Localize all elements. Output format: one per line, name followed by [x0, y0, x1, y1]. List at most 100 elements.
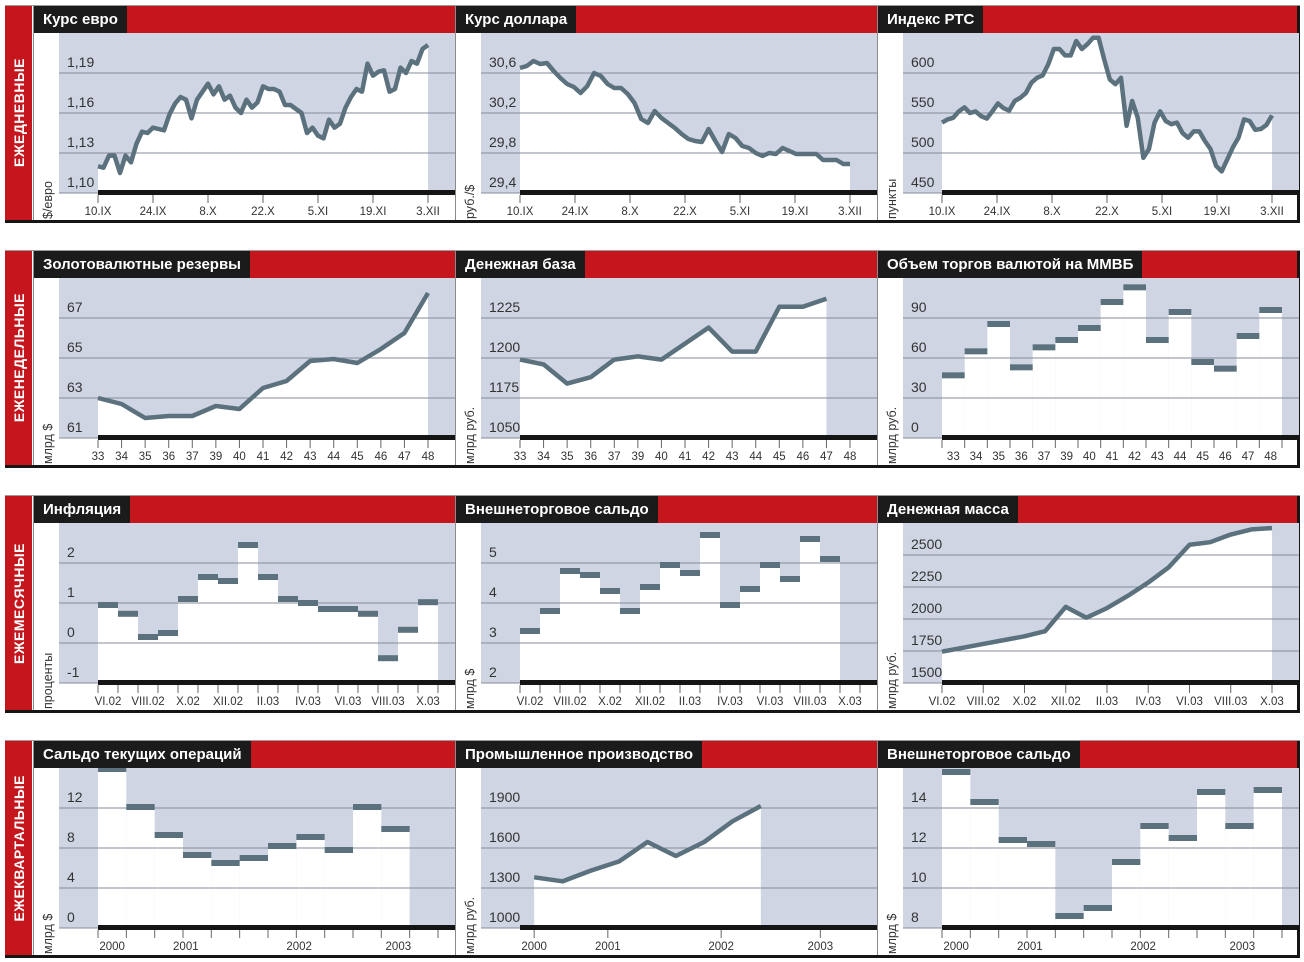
x-tick-label: 46: [796, 451, 809, 463]
x-tick-label: 33: [92, 451, 105, 463]
bar-fill: [740, 589, 760, 683]
bar-fill: [1078, 328, 1101, 438]
bar-mark: [1032, 344, 1056, 351]
bar-mark: [178, 596, 198, 602]
y-tick-label: 1600: [489, 829, 520, 845]
x-tick-label: 3.XII: [416, 206, 440, 218]
x-tick-label: 3.XII: [1260, 206, 1284, 218]
bar-fill: [1123, 287, 1146, 438]
chart-panel: Внешнеторговое сальдо 8 10 12 14 2000 2001 2002…: [877, 741, 1300, 955]
y-tick-label: 2: [489, 664, 497, 680]
bar-mark: [1027, 841, 1056, 847]
bar-mark: [238, 542, 258, 548]
chart-svg: 61 63 65 67 33 34 35 36 37 39 40 41 42 43 44 45 46 47 48 мл…: [41, 278, 455, 464]
y-tick-label: 1900: [489, 789, 520, 805]
y-tick-label: 30,6: [489, 54, 516, 70]
bar-mark: [1055, 337, 1078, 343]
y-tick-label: 1: [67, 584, 75, 600]
x-tick-label: XII.02: [635, 696, 665, 708]
x-tick-label: 2002: [1130, 941, 1156, 953]
x-tick-label: 47: [1242, 451, 1255, 463]
chart-panel: Золотовалютные резервы 61 63 65 67 33 34 35 36 37…: [33, 251, 455, 465]
bar-mark: [800, 536, 820, 542]
y-tick-label: 30,2: [489, 94, 516, 110]
x-tick-label: VIII.02: [131, 696, 164, 708]
y-tick-label: 550: [911, 94, 935, 110]
chart-svg: 8 10 12 14 2000 2001 2002 2003 млрд $: [885, 768, 1299, 954]
bar-mark: [1146, 337, 1169, 343]
chart-row: ЕЖЕКВАРТАЛЬНЫЕ Сальдо текущих операций 0 4 8…: [5, 740, 1300, 958]
x-tick-label: 41: [679, 451, 692, 463]
bar-mark: [398, 626, 418, 633]
x-tick-label: 5.XI: [308, 206, 328, 218]
y-tick-label: 1,19: [67, 54, 94, 70]
y-tick-label: 1225: [489, 299, 520, 315]
x-tick-label: 3.XII: [838, 206, 862, 218]
x-tick-label: 45: [773, 451, 786, 463]
bar-mark: [942, 372, 965, 379]
bar-fill: [560, 571, 580, 683]
bar-fill: [118, 613, 138, 683]
bar-fill: [1168, 838, 1197, 928]
bar-mark: [378, 655, 398, 662]
x-tick-label: 2000: [943, 941, 969, 953]
bar-mark: [1168, 309, 1192, 315]
x-tick-label: 45: [351, 451, 364, 463]
y-tick-label: 4: [67, 869, 75, 885]
x-tick-label: VIII.03: [371, 696, 404, 708]
chart-title-bar: Инфляция: [34, 496, 455, 523]
unit-label: проценты: [41, 653, 55, 709]
series-line: [519, 58, 850, 167]
x-tick-label: VI.03: [757, 696, 784, 708]
y-tick-label: 600: [911, 54, 935, 70]
y-tick-label: 1300: [489, 869, 520, 885]
bar-fill: [338, 609, 358, 683]
y-tick-label: 60: [911, 339, 927, 355]
y-tick-label: 8: [911, 909, 919, 925]
y-tick-label: 29,8: [489, 134, 516, 150]
x-tick-label: 42: [702, 451, 715, 463]
x-tick-label: 2001: [595, 941, 621, 953]
y-tick-label: 3: [489, 624, 497, 640]
chart-title: Курс доллара: [456, 6, 577, 33]
x-axis: [520, 680, 877, 685]
bar-mark: [1253, 787, 1282, 793]
x-tick-label: 42: [1128, 451, 1141, 463]
bar-fill: [378, 658, 398, 683]
bar-mark: [268, 843, 297, 849]
frequency-text: ЕЖЕНЕДЕЛЬНЫЕ: [10, 293, 27, 423]
y-tick-label: 12: [67, 789, 83, 805]
x-tick-label: VI.02: [929, 696, 956, 708]
bar-mark: [324, 847, 353, 853]
chart-svg: 1000 1300 1600 1900 2000 2001 2002 2003 млрд руб…: [463, 768, 877, 954]
bar-mark: [1100, 299, 1124, 305]
x-tick-label: X.02: [598, 696, 622, 708]
chart-svg: 1050 1175 1200 1225 33 34 35 36 37 39 40 41 42 43 44 45…: [463, 278, 877, 464]
bar-mark: [964, 348, 988, 355]
bar-mark: [358, 610, 378, 617]
chart-title-bar: Промышленное производство: [456, 741, 877, 768]
bar-mark: [98, 602, 118, 608]
bar-fill: [1191, 362, 1214, 438]
chart-title: Промышленное производство: [456, 741, 703, 768]
bar-fill: [1197, 792, 1226, 928]
frequency-label: ЕЖЕНЕДЕЛЬНЫЕ: [5, 251, 32, 465]
bar-mark: [1078, 325, 1101, 331]
x-axis: [520, 925, 877, 930]
bar-mark: [1083, 905, 1112, 911]
bar-mark: [540, 608, 560, 614]
x-tick-label: 2002: [708, 941, 734, 953]
bar-mark: [239, 855, 268, 861]
frequency-label: ЕЖЕДНЕВНЫЕ: [5, 6, 32, 220]
bar-fill: [1083, 908, 1112, 928]
x-tick-label: VIII.02: [553, 696, 586, 708]
chart-svg: 0 30 60 90 33 34 35 36 37 39 40 41 42 43 44 45 46 47 48 млр…: [885, 278, 1299, 464]
frequency-label: ЕЖЕМЕСЯЧНЫЕ: [5, 496, 32, 710]
x-tick-label: 44: [1174, 451, 1187, 463]
bar-mark: [560, 568, 580, 574]
chart-panel: Сальдо текущих операций 0 4 8 12 2000 2001 2002…: [33, 741, 455, 955]
chart-row: ЕЖЕМЕСЯЧНЫЕ Инфляция -1 0 1 2 VI.02 VIII.02 X.02…: [5, 495, 1300, 713]
chart-title-bar: Курс доллара: [456, 6, 877, 33]
bar-fill: [98, 605, 118, 683]
bar-mark: [98, 768, 127, 772]
